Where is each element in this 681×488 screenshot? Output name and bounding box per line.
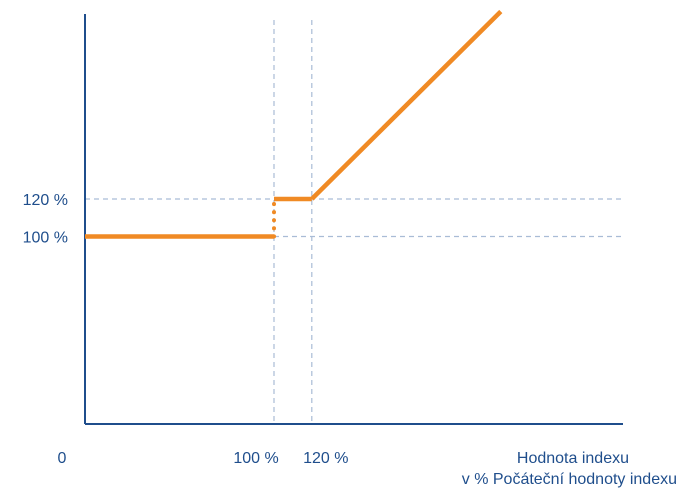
origin-label: 0: [58, 450, 67, 467]
payoff-segment-4: [310, 9, 503, 201]
x-axis-title-line1: Hodnota indexu: [517, 450, 629, 467]
grid-lines: [85, 20, 623, 424]
x-axis-title-line2: v % Počáteční hodnoty indexu: [462, 471, 677, 488]
x-tick-label-100: 100 %: [233, 450, 278, 467]
y-tick-label-100: 100 %: [23, 230, 68, 247]
tick-labels: 0 100 % 120 % 100 % 120 % Hodnota indexu…: [23, 192, 677, 488]
y-tick-label-120: 120 %: [23, 192, 68, 209]
axes: [84, 14, 623, 425]
payoff-line: [85, 9, 503, 239]
x-tick-label-120: 120 %: [303, 450, 348, 467]
